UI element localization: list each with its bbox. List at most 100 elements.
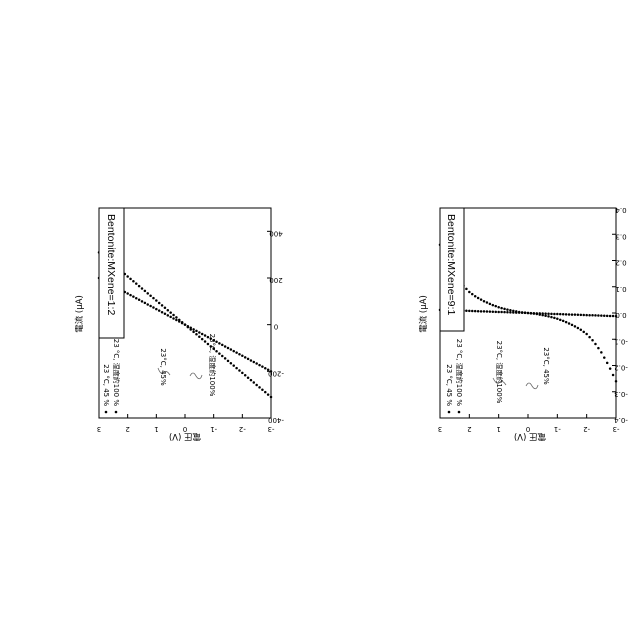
data-point-series-1 [568, 313, 571, 316]
x-tick-label: -2 [583, 425, 590, 433]
data-point-series-1 [594, 314, 597, 317]
data-point-series-1 [152, 297, 155, 300]
data-point-series-1 [477, 310, 480, 313]
data-point-series-2 [232, 350, 235, 353]
data-point-series-2 [556, 318, 559, 321]
data-point-series-2 [158, 309, 161, 312]
y-tick-label: 0.4 [615, 206, 627, 214]
data-point-series-2 [468, 291, 471, 294]
data-point-series-1 [255, 384, 258, 387]
y-tick-label: 400 [269, 229, 282, 237]
data-point-series-1 [250, 379, 253, 382]
data-point-series-1 [195, 333, 198, 336]
x-tick-label: -1 [210, 425, 217, 433]
panel-title: Bentonite:MXene=9:1 [445, 214, 457, 315]
data-point-series-2 [465, 288, 468, 291]
data-point-series-2 [247, 358, 250, 361]
data-point-series-2 [189, 327, 192, 330]
data-point-series-1 [232, 364, 235, 367]
data-point-series-2 [244, 356, 247, 359]
data-point-series-2 [594, 343, 597, 346]
legend-label-100: 23 °C, 湿度約100 % [112, 339, 121, 407]
data-point-series-2 [149, 305, 152, 308]
panel-title: Bentonite:MXene=1:2 [105, 214, 117, 315]
data-point-series-2 [250, 359, 253, 362]
data-point-series-1 [244, 374, 247, 377]
data-point-series-2 [494, 305, 497, 308]
data-point-series-2 [167, 314, 170, 317]
data-point-series-2 [615, 380, 618, 383]
data-point-series-2 [530, 312, 533, 315]
data-point-series-2 [135, 297, 138, 300]
data-point-series-2 [541, 314, 544, 317]
y-ticks: -0.4-0.3-0.2-0.10.00.10.20.30.4 [612, 206, 628, 424]
data-point-series-2 [181, 322, 184, 325]
data-point-series-1 [158, 302, 161, 305]
data-point-series-1 [500, 311, 503, 314]
data-point-series-2 [264, 367, 267, 370]
data-point-series-2 [230, 348, 233, 351]
data-point-series-2 [187, 325, 190, 328]
data-point-series-1 [175, 316, 178, 319]
y-tick-label: 0.2 [615, 259, 626, 267]
data-point-series-1 [201, 338, 204, 341]
data-point-series-2 [126, 292, 129, 295]
data-point-series-2 [241, 355, 244, 358]
data-point-series-1 [218, 352, 221, 355]
data-point-series-2 [553, 317, 556, 320]
y-ticks: -400-2000200400 [267, 229, 284, 424]
data-point-series-1 [144, 290, 147, 293]
y-tick-label: -0.2 [614, 364, 628, 372]
data-point-series-2 [492, 304, 495, 307]
annotation-label: 23°C, 湿度約100% [495, 341, 504, 404]
data-point-series-2 [580, 329, 583, 332]
data-point-series-1 [506, 311, 509, 314]
data-point-series-2 [218, 342, 221, 345]
data-point-series-2 [582, 331, 585, 334]
data-point-series-1 [132, 280, 135, 283]
x-tick-label: 2 [125, 425, 129, 433]
y-tick-label: -0.3 [614, 390, 628, 398]
data-point-series-1 [204, 340, 207, 343]
annotation-45pct: 23°C, 45% [526, 347, 550, 388]
legend-marker-100 [458, 411, 461, 414]
data-point-series-2 [597, 347, 600, 350]
data-point-series-1 [597, 314, 600, 317]
data-point-series-2 [603, 356, 606, 359]
y-tick-label: 0.1 [615, 285, 626, 293]
legend-marker-45 [448, 411, 451, 414]
plot-frame [99, 208, 271, 418]
data-point-series-1 [580, 314, 583, 317]
data-point-series-2 [253, 361, 256, 364]
data-point-series-2 [235, 351, 238, 354]
data-point-series-1 [574, 313, 577, 316]
data-point-series-1 [547, 312, 550, 315]
panel-title-box: Bentonite:MXene=9:1 [440, 208, 464, 331]
data-point-series-2 [486, 301, 489, 304]
data-point-series-1 [553, 313, 556, 316]
data-point-series-2 [164, 313, 167, 316]
x-tick-label: -2 [239, 425, 246, 433]
x-tick-label: 3 [97, 425, 101, 433]
data-point-series-2 [588, 336, 591, 339]
data-point-series-1 [492, 310, 495, 313]
data-point-series-2 [138, 299, 141, 302]
data-point-series-2 [195, 330, 198, 333]
data-point-series-2 [565, 321, 568, 324]
data-point-series-2 [161, 311, 164, 314]
data-point-series-1 [468, 310, 471, 313]
data-point-series-1 [258, 386, 261, 389]
data-point-series-1 [261, 389, 264, 392]
x-tick-label: 1 [496, 425, 500, 433]
data-point-series-1 [588, 314, 591, 317]
x-tick-label: 1 [154, 425, 158, 433]
data-point-series-1 [577, 314, 580, 317]
panel-title-box: Bentonite:MXene=1:2 [99, 208, 124, 338]
data-point-series-2 [270, 370, 273, 373]
data-point-series-2 [221, 344, 224, 347]
data-point-series-2 [155, 308, 158, 311]
y-axis-title: 電流 (μA) [418, 295, 429, 333]
annotation-100pct: 23°C, 湿度約100% [190, 334, 217, 397]
data-point-series-2 [144, 302, 147, 305]
